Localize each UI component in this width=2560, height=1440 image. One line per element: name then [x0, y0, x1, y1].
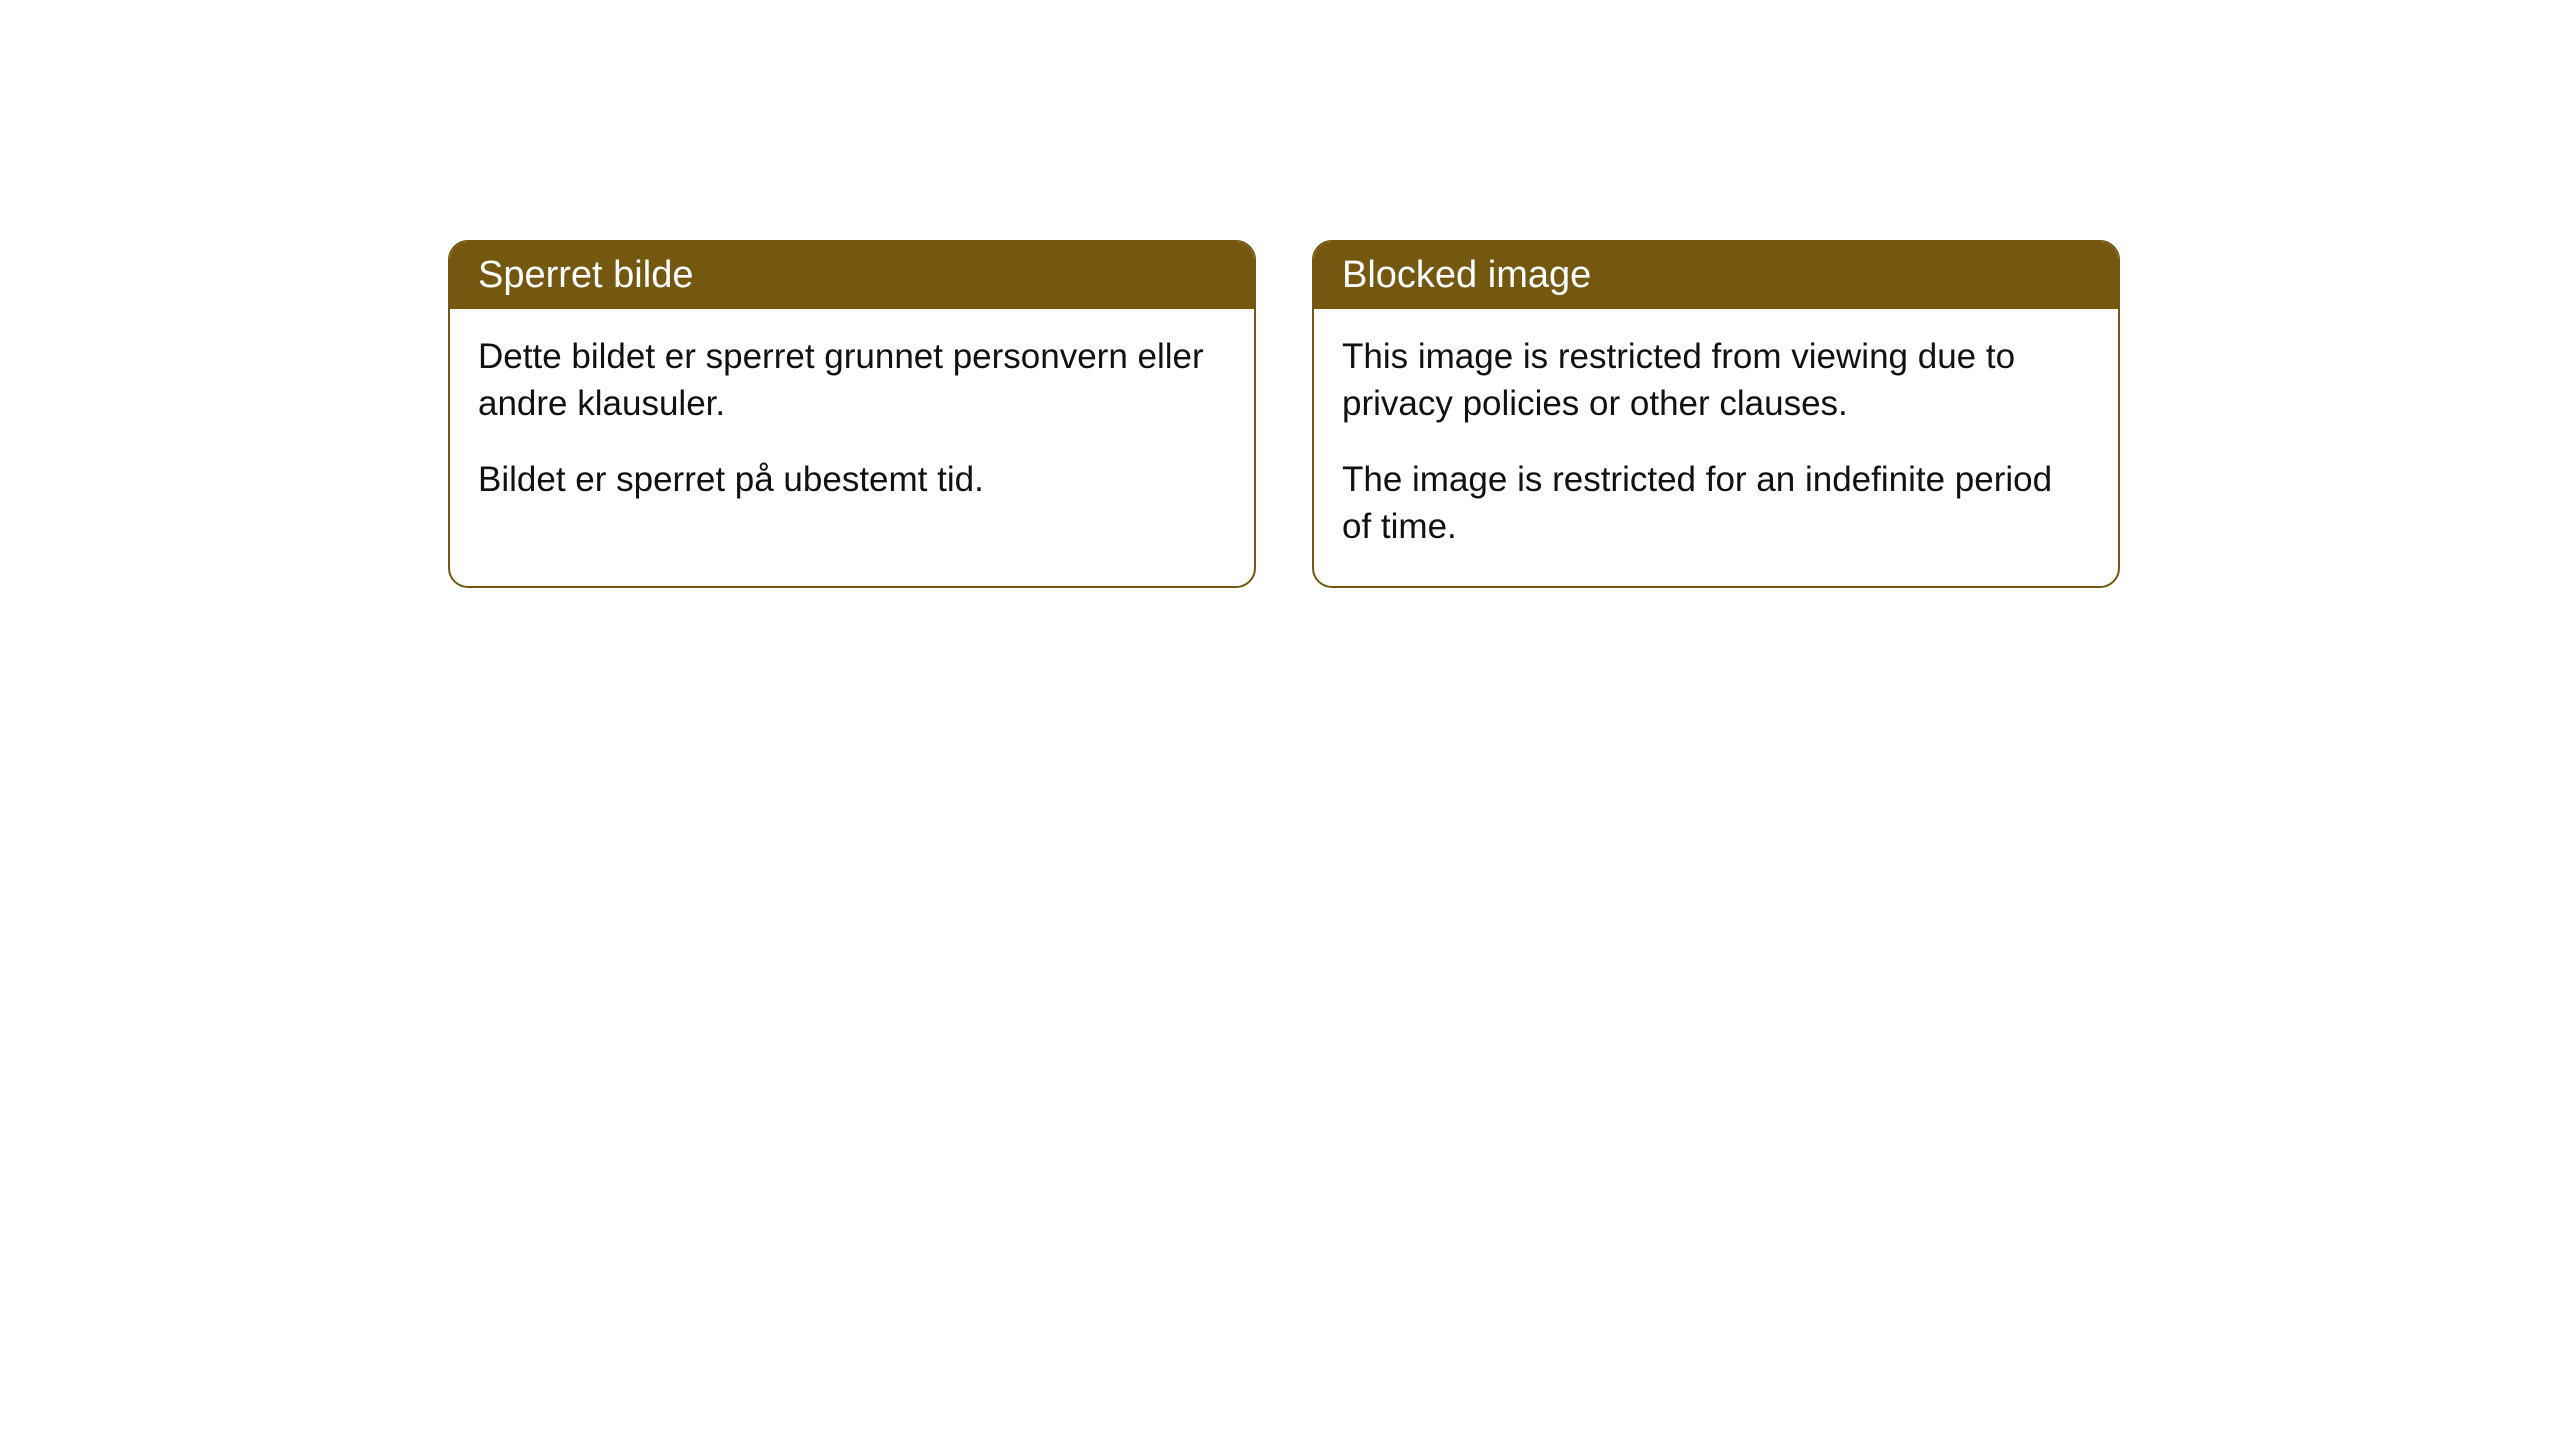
- notice-body: This image is restricted from viewing du…: [1314, 309, 2118, 586]
- notice-box-english: Blocked image This image is restricted f…: [1312, 240, 2120, 588]
- notice-box-norwegian: Sperret bilde Dette bildet er sperret gr…: [448, 240, 1256, 588]
- notice-paragraph-2: Bildet er sperret på ubestemt tid.: [478, 456, 1226, 503]
- notice-container: Sperret bilde Dette bildet er sperret gr…: [448, 240, 2120, 588]
- notice-paragraph-1: Dette bildet er sperret grunnet personve…: [478, 333, 1226, 428]
- notice-title: Sperret bilde: [478, 254, 693, 296]
- notice-header: Blocked image: [1314, 242, 2118, 309]
- notice-title: Blocked image: [1342, 254, 1591, 296]
- notice-paragraph-2: The image is restricted for an indefinit…: [1342, 456, 2090, 551]
- notice-body: Dette bildet er sperret grunnet personve…: [450, 309, 1254, 539]
- notice-paragraph-1: This image is restricted from viewing du…: [1342, 333, 2090, 428]
- notice-header: Sperret bilde: [450, 242, 1254, 309]
